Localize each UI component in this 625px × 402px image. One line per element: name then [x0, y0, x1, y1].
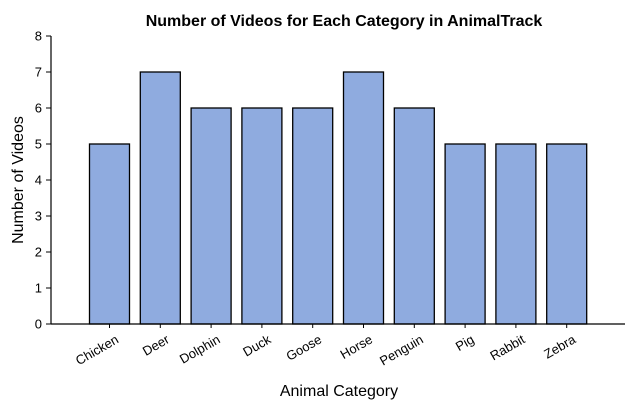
x-axis-label: Animal Category — [280, 383, 398, 400]
x-tick-label-duck: Duck — [240, 331, 274, 359]
bar-dolphin — [190, 107, 232, 325]
x-tick-label-goose: Goose — [284, 332, 325, 364]
y-axis-label: Number of Videos — [10, 116, 27, 244]
bar-horse — [342, 71, 385, 325]
y-tick-label: 6 — [35, 101, 42, 116]
x-tick-label-rabbit: Rabbit — [487, 331, 527, 363]
x-tick-label-chicken: Chicken — [73, 332, 121, 368]
x-tick-label-penguin: Penguin — [377, 332, 426, 369]
bar-duck — [241, 107, 283, 325]
y-tick-label: 8 — [35, 29, 42, 44]
bar-pig — [444, 143, 486, 325]
x-axis-ticks: Chicken Deer Dolphin Duck Goose Horse Penguin P… — [73, 324, 579, 368]
y-tick-label: 1 — [35, 281, 42, 296]
x-tick-label-pig: Pig — [453, 332, 477, 354]
y-tick-label: 3 — [35, 209, 42, 224]
bars-group — [88, 71, 588, 325]
x-tick-label-horse: Horse — [337, 332, 375, 362]
chart-title: Number of Videos for Each Category in An… — [146, 13, 543, 30]
y-axis-ticks: 0 1 2 3 4 5 6 7 8 — [35, 29, 51, 332]
x-tick-label-deer: Deer — [140, 331, 172, 358]
bar-goose — [292, 107, 334, 325]
bar-chicken — [88, 143, 131, 325]
bar-penguin — [393, 107, 435, 325]
y-tick-label: 4 — [35, 173, 42, 188]
y-tick-label: 0 — [35, 317, 42, 332]
bar-zebra — [546, 143, 588, 325]
x-tick-label-zebra: Zebra — [541, 331, 579, 361]
bar-deer — [139, 71, 181, 325]
x-tick-label-dolphin: Dolphin — [177, 332, 223, 367]
y-tick-label: 5 — [35, 137, 42, 152]
bar-rabbit — [495, 143, 537, 325]
y-tick-label: 2 — [35, 245, 42, 260]
y-tick-label: 7 — [35, 65, 42, 80]
